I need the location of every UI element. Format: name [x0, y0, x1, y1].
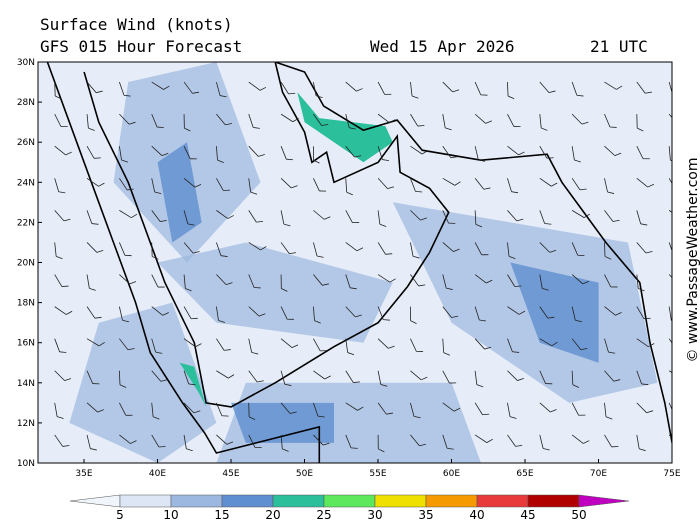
barb-flag	[674, 254, 681, 259]
title: Surface Wind (knots)	[40, 15, 233, 34]
lat-label: 10N	[17, 459, 35, 469]
lat-label: 20N	[17, 259, 35, 269]
lon-label: 50E	[296, 469, 313, 479]
barb-flag	[678, 121, 685, 127]
colorbar-label: 50	[571, 508, 586, 522]
time: 21 UTC	[590, 37, 648, 56]
colorbar-low	[70, 495, 120, 507]
colorbar-segment	[375, 495, 426, 507]
lat-label: 14N	[17, 379, 35, 389]
lon-label: 75E	[663, 469, 680, 479]
lon-label: 45E	[222, 469, 239, 479]
date: Wed 15 Apr 2026	[370, 37, 515, 56]
barb-flag	[680, 440, 686, 446]
barb-flag	[676, 187, 683, 193]
colorbar-segment	[324, 495, 375, 507]
colorbar-label: 30	[367, 508, 382, 522]
barb-flag	[673, 94, 680, 98]
colorbar-segment	[528, 495, 579, 507]
lat-label: 28N	[17, 98, 35, 108]
barb-flag	[681, 373, 687, 380]
lat-label: 16N	[17, 339, 35, 349]
colorbar-label: 25	[316, 508, 331, 522]
colorbar-label: 20	[265, 508, 280, 522]
colorbar-segment	[477, 495, 528, 507]
colorbar-label: 10	[163, 508, 178, 522]
lon-label: 70E	[590, 469, 607, 479]
colorbar-segment	[273, 495, 324, 507]
subtitle: GFS 015 Hour Forecast	[40, 37, 242, 56]
colorbar-label: 45	[520, 508, 535, 522]
colorbar-segment	[120, 495, 171, 507]
lat-label: 30N	[17, 58, 35, 68]
colorbar-segment	[171, 495, 222, 507]
colorbar-label: 35	[418, 508, 433, 522]
lat-label: 12N	[17, 419, 35, 429]
lon-label: 65E	[516, 469, 533, 479]
barb-flag	[677, 347, 684, 353]
barb-staff	[604, 242, 605, 256]
colorbar-label: 40	[469, 508, 484, 522]
lon-label: 35E	[75, 469, 92, 479]
lon-label: 40E	[149, 469, 166, 479]
watermark: © www.PassageWeather.com	[685, 157, 700, 362]
lat-label: 18N	[17, 299, 35, 309]
colorbar-segment	[222, 495, 273, 507]
colorbar-label: 5	[116, 508, 124, 522]
lon-label: 60E	[443, 469, 460, 479]
colorbar-label: 15	[214, 508, 229, 522]
lat-label: 22N	[17, 218, 35, 228]
barb-flag	[675, 413, 682, 418]
lat-label: 24N	[17, 178, 35, 188]
colorbar-high	[579, 495, 629, 507]
colorbar-segment	[426, 495, 477, 507]
lat-label: 26N	[17, 138, 35, 148]
lon-label: 55E	[369, 469, 386, 479]
